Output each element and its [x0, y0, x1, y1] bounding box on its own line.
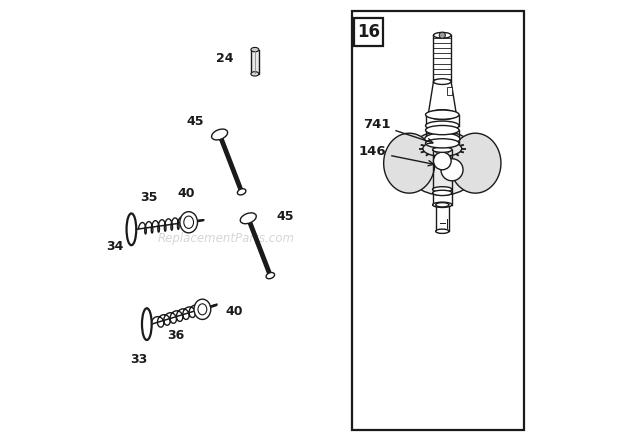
- Ellipse shape: [425, 121, 459, 130]
- Ellipse shape: [436, 229, 449, 233]
- Ellipse shape: [436, 203, 449, 207]
- Bar: [447, 87, 451, 95]
- Text: 24: 24: [216, 52, 234, 65]
- Text: 35: 35: [140, 191, 157, 205]
- Text: 33: 33: [130, 353, 148, 366]
- Polygon shape: [450, 133, 501, 193]
- Ellipse shape: [180, 212, 198, 233]
- Ellipse shape: [211, 129, 228, 140]
- Ellipse shape: [237, 189, 246, 195]
- Ellipse shape: [184, 216, 193, 228]
- Ellipse shape: [142, 308, 152, 340]
- Ellipse shape: [404, 131, 481, 195]
- Bar: [352, 11, 524, 430]
- Text: 40: 40: [178, 187, 195, 200]
- Ellipse shape: [433, 147, 452, 152]
- Ellipse shape: [433, 187, 452, 192]
- Text: 40: 40: [225, 305, 243, 318]
- Text: 45: 45: [277, 209, 294, 223]
- Bar: [354, 18, 383, 46]
- Ellipse shape: [425, 139, 459, 148]
- Text: 45: 45: [187, 115, 204, 128]
- Bar: [251, 50, 259, 74]
- Text: 16: 16: [357, 23, 380, 41]
- Polygon shape: [384, 133, 435, 193]
- Circle shape: [441, 159, 463, 181]
- Ellipse shape: [194, 299, 211, 319]
- Ellipse shape: [423, 141, 462, 157]
- Ellipse shape: [433, 202, 452, 207]
- Text: 34: 34: [106, 240, 123, 254]
- Ellipse shape: [433, 33, 451, 38]
- Ellipse shape: [425, 110, 459, 119]
- Text: 36: 36: [167, 329, 184, 343]
- Text: ReplacementParts.com: ReplacementParts.com: [157, 232, 294, 245]
- Text: 146: 146: [358, 146, 433, 166]
- Circle shape: [433, 152, 451, 170]
- Ellipse shape: [428, 110, 456, 120]
- Ellipse shape: [251, 72, 259, 76]
- Ellipse shape: [198, 304, 207, 315]
- Ellipse shape: [251, 48, 259, 52]
- Ellipse shape: [433, 190, 452, 195]
- Ellipse shape: [126, 213, 136, 245]
- Ellipse shape: [240, 213, 256, 224]
- Text: 741: 741: [363, 118, 433, 144]
- Ellipse shape: [425, 126, 459, 135]
- Circle shape: [439, 32, 445, 38]
- Ellipse shape: [266, 273, 275, 279]
- Ellipse shape: [425, 133, 460, 145]
- Ellipse shape: [433, 79, 451, 85]
